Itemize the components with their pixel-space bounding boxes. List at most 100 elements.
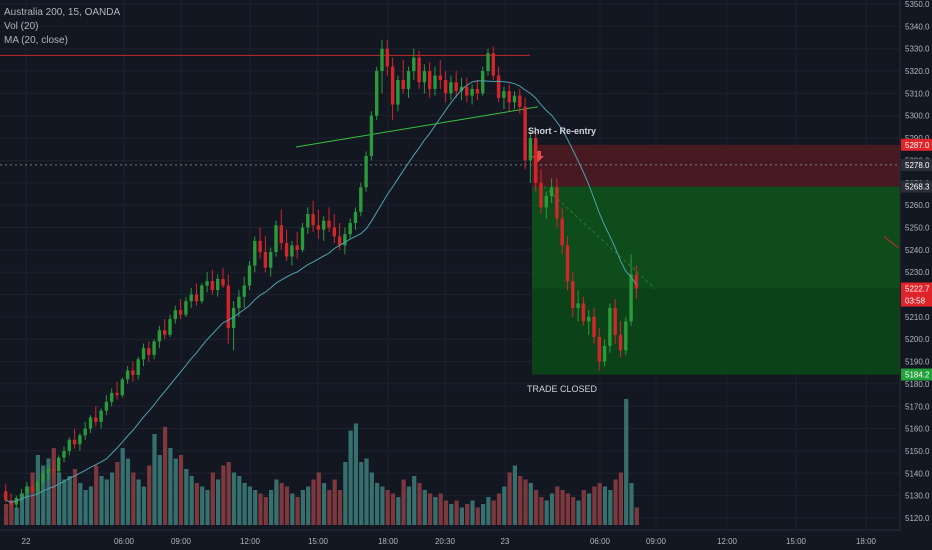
- volume-bar: [247, 486, 252, 525]
- volume-bar: [258, 493, 263, 525]
- candle-body: [231, 307, 236, 329]
- volume-bar: [406, 486, 411, 525]
- volume-bar: [618, 472, 623, 525]
- price-axis-bg: [900, 0, 932, 550]
- candle-body: [581, 303, 586, 322]
- candle-body: [634, 274, 639, 289]
- candle-body: [560, 218, 564, 246]
- volume-bar: [565, 493, 570, 525]
- price-tick-label: 5290.0: [905, 134, 930, 143]
- price-tick-label: 5260.0: [905, 201, 930, 210]
- volume-bar: [534, 490, 539, 525]
- short-reentry-label[interactable]: Short - Re-entry: [528, 126, 597, 136]
- candle-body: [587, 316, 591, 322]
- time-tick-label: 12:00: [240, 537, 261, 546]
- candle-body: [263, 252, 268, 268]
- price-tick-label: 5180.0: [905, 380, 930, 389]
- candle-body: [316, 225, 321, 230]
- closed-profit-zone: [532, 288, 900, 375]
- candle-body: [35, 482, 40, 492]
- volume-bar: [597, 483, 602, 525]
- candle-body: [189, 294, 193, 302]
- volume-bar: [581, 490, 586, 525]
- candle-body: [449, 82, 453, 94]
- candle-body: [279, 225, 283, 244]
- candle-body: [147, 348, 151, 355]
- volume-bar: [46, 458, 51, 525]
- candle-body: [380, 48, 384, 72]
- candle-body: [481, 71, 485, 94]
- candle-body: [475, 88, 480, 94]
- volume-bar: [57, 472, 62, 525]
- ma-indicator-label[interactable]: MA (20, close): [4, 35, 68, 46]
- candle-body: [226, 285, 230, 329]
- chart-legend: Australia 200, 15, OANDA Vol (20) MA (20…: [4, 6, 120, 48]
- volume-bar: [62, 479, 67, 525]
- candle-body: [443, 79, 448, 94]
- volume-bar: [311, 479, 316, 525]
- volume-bar: [168, 448, 173, 525]
- volume-bar: [83, 490, 88, 525]
- candle-body: [470, 88, 474, 96]
- volume-bar: [549, 493, 555, 525]
- candle-body: [613, 307, 617, 335]
- volume-bar: [157, 455, 162, 525]
- price-axis[interactable]: 5350.0 5340.0 5330.0 5320.0 5310.0 5300.0 5290…: [899, 0, 932, 550]
- volume-bar: [539, 497, 544, 525]
- candle-body: [57, 457, 61, 472]
- volume-bar: [242, 483, 247, 525]
- candle-body: [258, 240, 262, 253]
- stop-loss-zone: [532, 144, 900, 187]
- volume-bar: [337, 490, 343, 525]
- volume-bar: [147, 465, 152, 525]
- volume-bar: [369, 472, 374, 525]
- volume-bar: [634, 507, 639, 525]
- volume-bar: [30, 472, 35, 525]
- volume-bar: [390, 493, 396, 525]
- volume-bar: [560, 490, 565, 525]
- price-badge: [901, 368, 932, 381]
- volume-bar: [88, 486, 93, 525]
- candle-body: [194, 294, 199, 302]
- candle-body: [534, 138, 538, 183]
- candle-body: [390, 66, 395, 105]
- volume-bar: [78, 483, 83, 525]
- volume-bar: [428, 493, 433, 525]
- time-axis[interactable]: 22 06:00 09:00 12:00 15:00 18:00 20:30 23 06:00 0…: [0, 529, 900, 546]
- volume-bar: [544, 500, 549, 525]
- volume-bar: [14, 507, 19, 525]
- candle-body: [353, 211, 358, 224]
- candle-body: [512, 95, 517, 103]
- candle-body: [131, 370, 135, 375]
- volume-bar: [300, 490, 305, 525]
- symbol-title[interactable]: Australia 200, 15, OANDA: [4, 7, 121, 18]
- time-tick-label: 12:00: [717, 537, 738, 546]
- candle-body: [4, 491, 8, 501]
- candle-body: [364, 155, 368, 188]
- trade-closed-label[interactable]: TRADE CLOSED: [527, 384, 598, 394]
- candle-body: [502, 91, 506, 98]
- volume-bar: [306, 486, 311, 525]
- price-badge-label: 5278.0: [905, 161, 930, 170]
- volume-bar: [486, 497, 491, 525]
- volume-bar: [110, 472, 115, 525]
- candle-body: [486, 53, 490, 72]
- volume-bar: [327, 490, 332, 525]
- volume-bar: [67, 476, 72, 525]
- volume-bar: [290, 493, 295, 525]
- candle-body: [369, 115, 374, 156]
- time-tick-label: 20:30: [435, 537, 456, 546]
- price-tick-label: 5340.0: [905, 22, 930, 31]
- price-tick-label: 5210.0: [905, 313, 930, 322]
- price-badge-label: 5287.0: [905, 141, 930, 150]
- volume-bar: [136, 479, 141, 525]
- candle-body: [120, 379, 124, 396]
- volume-bar: [396, 497, 401, 525]
- volume-indicator-label[interactable]: Vol (20): [4, 21, 39, 32]
- volume-bar: [576, 500, 581, 525]
- price-tick-label: 5320.0: [905, 67, 930, 76]
- candle-body: [544, 196, 548, 208]
- candle-body: [88, 417, 93, 429]
- volume-bar: [253, 490, 258, 525]
